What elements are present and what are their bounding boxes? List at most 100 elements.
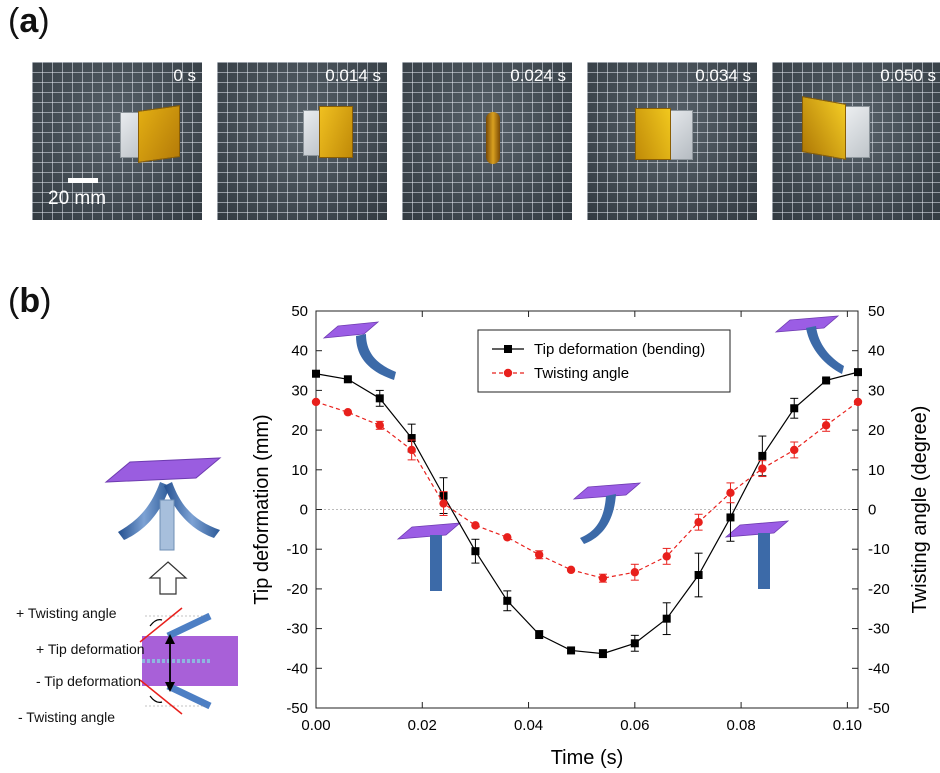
y-tick-label-right: 30 (868, 382, 885, 399)
y-tick-label-right: 40 (868, 343, 885, 360)
y-tick-label-right: -30 (868, 621, 890, 638)
x-tick-label: 0.10 (833, 717, 862, 734)
data-point-square (503, 596, 512, 605)
data-point-circle (758, 464, 767, 473)
frame-time-label: 0 s (173, 66, 196, 85)
data-point-circle (790, 445, 799, 455)
data-point-square (694, 571, 703, 580)
x-tick-label: 0.08 (726, 717, 755, 734)
data-point-circle (503, 533, 512, 542)
data-point-circle (821, 421, 831, 430)
straight-beam (430, 535, 442, 591)
x-tick-label: 0.00 (301, 717, 330, 734)
data-series (311, 368, 863, 659)
x-axis-label: Time (s) (551, 747, 624, 769)
data-point-square (535, 630, 544, 639)
arrow-head-down (165, 682, 175, 692)
purple-plate (322, 321, 380, 339)
straight-illustration-left (396, 522, 462, 591)
left-curved-beam (118, 482, 170, 540)
twisted-actuator-3d (104, 457, 222, 551)
y-tick-label-right: -40 (868, 660, 890, 677)
data-point-square (726, 513, 735, 522)
data-point-circle (630, 568, 640, 577)
up-arrow-icon (148, 561, 188, 595)
legend-label: Twisting angle (534, 365, 629, 382)
series-tip-deformation (312, 368, 862, 659)
data-point-square (343, 375, 352, 384)
data-point-circle (662, 552, 671, 561)
bending-illustration-end (774, 315, 844, 374)
x-tick-label: 0.02 (408, 717, 437, 734)
twist-reference-line-upper (139, 607, 183, 643)
legend-item: Tip deformation (bending) (492, 341, 705, 358)
y-tick-label-right: 10 (868, 462, 885, 479)
data-point-circle (439, 499, 448, 508)
data-point-square (758, 451, 767, 460)
plus-twisting-angle-label: + Twisting angle (16, 605, 117, 621)
center-post (159, 499, 175, 551)
y-tick-label-left: -20 (286, 581, 308, 598)
data-point-circle (311, 397, 321, 407)
legend-marker-circle (503, 368, 513, 378)
y-tick-label-left: -50 (286, 700, 308, 717)
straight-illustration-right (724, 520, 790, 589)
data-point-circle (566, 565, 576, 575)
data-point-square (312, 369, 320, 378)
y-tick-label-right: -10 (868, 541, 890, 558)
scale-bar (68, 178, 98, 183)
y-tick-label-right: 0 (868, 502, 876, 519)
y-tick-label-left: -40 (286, 660, 308, 677)
bending-illustration-middle (572, 482, 642, 544)
frame-time-label: 0.014 s (325, 66, 381, 85)
data-point-square (790, 404, 799, 413)
actuator-schematic: + Twisting angle + Tip deformation - Tip… (16, 457, 238, 725)
legend-box (477, 329, 731, 393)
y-axis-label-right: Twisting angle (degree) (909, 406, 931, 614)
panel-b-label: (b) (8, 282, 52, 320)
data-point-circle (343, 408, 353, 417)
data-point-circle (407, 445, 416, 455)
video-frame-4: 0.034 s (587, 62, 757, 220)
y-tick-label-right: 20 (868, 422, 885, 439)
data-point-square (375, 394, 384, 403)
legend-label: Tip deformation (bending) (534, 341, 705, 358)
y-tick-label-left: -10 (286, 541, 308, 558)
bending-illustration-start (322, 321, 396, 380)
axis-ticks: 0.00 0.02 0.04 0.06 0.08 0.10 50 40 30 20 10 0 -10 -2… (286, 303, 889, 734)
x-tick-label: 0.04 (514, 717, 543, 734)
video-frame-2: 0.014 s (217, 62, 387, 220)
data-point-square (662, 614, 671, 623)
beam-lower (166, 682, 212, 710)
twist-reference-line-lower (139, 679, 183, 715)
legend: Tip deformation (bending) Twisting angle (477, 329, 731, 393)
panel-a-label: (a) (8, 2, 50, 40)
yellow-plate (635, 108, 671, 160)
yellow-plate (319, 106, 353, 158)
legend-marker-square (504, 345, 512, 353)
data-point-square (567, 646, 576, 655)
legend-item: Twisting angle (492, 365, 629, 382)
purple-top-plate (104, 457, 222, 483)
x-tick-label: 0.06 (620, 717, 649, 734)
inline-actuator-illustrations (322, 315, 844, 591)
video-frame-1: 0 s 20 mm (32, 62, 202, 220)
video-frame-3: 0.024 s (402, 62, 572, 220)
data-point-square (407, 434, 416, 443)
plus-tip-deformation-label: + Tip deformation (36, 641, 145, 657)
y-tick-label-left: 30 (291, 382, 308, 399)
arrow-head-up (165, 634, 175, 644)
bent-beam (806, 326, 844, 374)
purple-plate (774, 315, 840, 333)
y-tick-label-left: -30 (286, 621, 308, 638)
twist-arc-upper (149, 619, 163, 627)
data-point-circle (726, 488, 735, 498)
frame-time-label: 0.050 s (880, 66, 936, 85)
data-point-square (854, 368, 862, 377)
data-point-circle (375, 421, 384, 430)
frame-time-label: 0.034 s (695, 66, 751, 85)
y-tick-label-left: 0 (300, 502, 308, 519)
y-tick-label-left: 40 (291, 343, 308, 360)
